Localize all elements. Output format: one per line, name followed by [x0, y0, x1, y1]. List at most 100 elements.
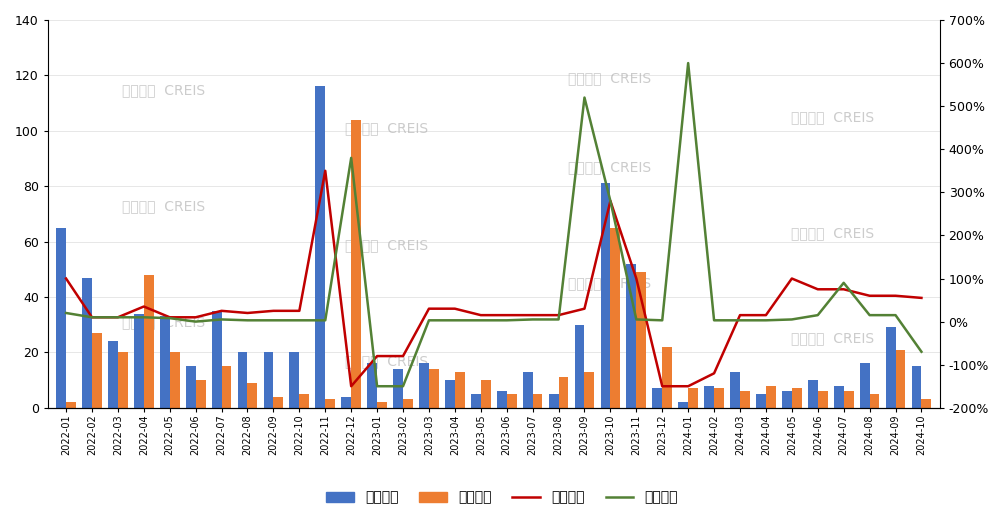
- Bar: [367, 363, 377, 408]
- Bar: [351, 120, 361, 408]
- 成交增速: [345, 155, 357, 161]
- Bar: [859, 363, 869, 408]
- Text: 中指数据  CREIS: 中指数据 CREIS: [568, 160, 651, 174]
- Bar: [584, 372, 594, 408]
- Bar: [600, 184, 610, 408]
- 成交增速: [630, 316, 642, 323]
- 成交增速: [527, 316, 539, 323]
- Bar: [781, 391, 791, 408]
- 供应增速: [733, 312, 745, 318]
- Bar: [248, 383, 257, 408]
- 供应增速: [837, 286, 849, 293]
- Bar: [133, 314, 143, 408]
- 成交增速: [837, 280, 849, 286]
- Line: 成交增速: 成交增速: [66, 63, 921, 386]
- Bar: [402, 400, 412, 408]
- 成交增速: [137, 314, 149, 321]
- 供应增速: [785, 276, 797, 282]
- 供应增速: [448, 306, 460, 312]
- Bar: [765, 386, 775, 408]
- 成交增速: [500, 317, 513, 324]
- 成交增速: [60, 310, 72, 316]
- Bar: [533, 394, 542, 408]
- 供应增速: [604, 198, 616, 204]
- 供应增速: [319, 168, 331, 174]
- Bar: [393, 369, 402, 408]
- Text: 中指数据  CREIS: 中指数据 CREIS: [790, 331, 874, 345]
- Text: 中指数据  CREIS: 中指数据 CREIS: [790, 110, 874, 124]
- Bar: [170, 353, 180, 408]
- Bar: [480, 380, 490, 408]
- Bar: [678, 402, 687, 408]
- Bar: [574, 325, 584, 408]
- Bar: [418, 363, 428, 408]
- Text: 中指数据  CREIS: 中指数据 CREIS: [345, 121, 428, 135]
- 供应增速: [630, 276, 642, 282]
- 成交增速: [604, 198, 616, 204]
- Bar: [117, 353, 127, 408]
- Bar: [470, 394, 480, 408]
- 供应增速: [345, 383, 357, 389]
- Bar: [444, 380, 454, 408]
- Line: 供应增速: 供应增速: [66, 171, 921, 386]
- 供应增速: [863, 293, 875, 299]
- 供应增速: [190, 314, 202, 321]
- Bar: [496, 391, 507, 408]
- Text: 中指数据  CREIS: 中指数据 CREIS: [790, 226, 874, 240]
- 成交增速: [474, 317, 486, 324]
- Bar: [739, 391, 749, 408]
- 成交增速: [707, 317, 719, 324]
- 供应增速: [293, 308, 305, 314]
- Bar: [895, 349, 905, 408]
- 成交增速: [242, 317, 254, 324]
- 供应增速: [137, 303, 149, 310]
- 供应增速: [242, 310, 254, 316]
- Bar: [56, 227, 66, 408]
- Bar: [273, 397, 283, 408]
- Text: 中指数据  CREIS: 中指数据 CREIS: [122, 315, 206, 329]
- 成交增速: [656, 317, 668, 324]
- Bar: [729, 372, 739, 408]
- 供应增速: [371, 353, 383, 359]
- 供应增速: [759, 312, 771, 318]
- 供应增速: [500, 312, 513, 318]
- Bar: [807, 380, 817, 408]
- 成交增速: [915, 348, 927, 355]
- Bar: [911, 366, 921, 408]
- 成交增速: [396, 383, 408, 389]
- Bar: [289, 353, 299, 408]
- Bar: [626, 264, 636, 408]
- 成交增速: [216, 316, 228, 323]
- Bar: [66, 402, 76, 408]
- Bar: [523, 372, 533, 408]
- 成交增速: [811, 312, 823, 318]
- 供应增速: [656, 383, 668, 389]
- Bar: [921, 400, 931, 408]
- 供应增速: [681, 383, 693, 389]
- Bar: [341, 397, 351, 408]
- 供应增速: [111, 314, 123, 321]
- 成交增速: [733, 317, 745, 324]
- 供应增速: [915, 295, 927, 301]
- 成交增速: [422, 317, 434, 324]
- Bar: [755, 394, 765, 408]
- 供应增速: [422, 306, 434, 312]
- Bar: [428, 369, 438, 408]
- Legend: 供应规模, 成交规模, 供应增速, 成交增速: 供应规模, 成交规模, 供应增速, 成交增速: [320, 485, 683, 510]
- Bar: [869, 394, 879, 408]
- 供应增速: [216, 308, 228, 314]
- Bar: [558, 377, 568, 408]
- 成交增速: [111, 314, 123, 321]
- 供应增速: [578, 306, 590, 312]
- Bar: [791, 388, 801, 408]
- Text: 中指数据  CREIS: 中指数据 CREIS: [345, 354, 428, 368]
- Bar: [713, 388, 723, 408]
- 成交增速: [319, 317, 331, 324]
- 供应增速: [552, 312, 564, 318]
- Bar: [159, 316, 170, 408]
- 供应增速: [60, 276, 72, 282]
- Bar: [264, 353, 273, 408]
- Bar: [108, 341, 117, 408]
- Bar: [212, 311, 222, 408]
- 供应增速: [474, 312, 486, 318]
